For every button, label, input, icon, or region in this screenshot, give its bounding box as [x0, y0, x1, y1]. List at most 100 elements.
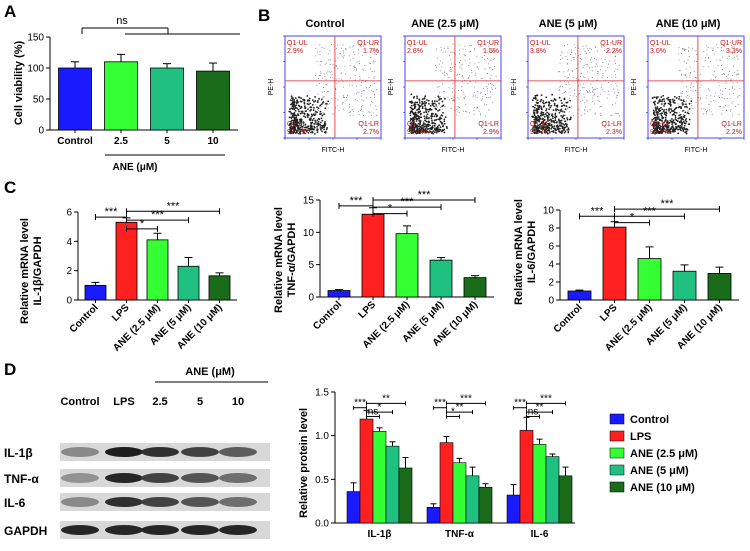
flow-y-axis-label: PE-H [388, 79, 395, 96]
y-tick-label: 4 [548, 260, 554, 271]
bar [567, 290, 592, 301]
blot-lane-label: 5 [197, 396, 203, 408]
blot-lane-label: 2.5 [152, 396, 167, 408]
legend-swatch [609, 481, 625, 493]
bar [672, 270, 697, 301]
cell-viability-chart: Cell viability (%) ANE (μM) ns 0 50 100 150… [13, 15, 240, 173]
svg-text:Q1-UR: Q1-UR [600, 40, 622, 47]
blot-band [181, 447, 219, 457]
y-tick-label: 100 [27, 64, 44, 75]
blot-row-label: TNF-α [4, 472, 39, 486]
bar [327, 290, 351, 298]
flow-y-axis-label: PE-H [511, 79, 518, 96]
blot-band [141, 497, 179, 507]
y-tick-label: 0.0 [315, 519, 329, 530]
sig-label: *** [354, 398, 366, 409]
x-tick-label: LPS [110, 302, 132, 324]
y-axis-label: Relative mRNA level [19, 218, 31, 324]
y-tick-label: 4 [66, 237, 72, 248]
blot-band [141, 473, 179, 483]
flow-plot-title: Control [305, 18, 345, 30]
bar [506, 494, 521, 524]
legend-label: LPS [630, 431, 651, 443]
bar [359, 418, 374, 524]
sig-label: *** [643, 205, 657, 217]
x-tick-label: 10 [207, 136, 219, 147]
y-axis-label: Relative mRNA level [273, 207, 285, 313]
flow-x-axis-label: FITC-H [565, 147, 588, 154]
bar [115, 221, 138, 301]
svg-text:Q1-LL: Q1-LL [407, 121, 427, 128]
sig-label: *** [401, 196, 415, 208]
x-tick-label: 5 [164, 136, 170, 147]
x-tick-label: Control [68, 302, 101, 335]
y-tick-label: 15 [303, 196, 315, 207]
x-tick-label: LPS [357, 299, 379, 321]
svg-text:Q1-LR: Q1-LR [601, 121, 622, 128]
svg-text:Q1-UL: Q1-UL [407, 40, 428, 47]
bar [58, 67, 92, 131]
quadrant-ul-value: 2.9% [287, 48, 303, 55]
blot-band [219, 497, 257, 507]
svg-text:Q1-LR: Q1-LR [478, 121, 499, 128]
il1b-mrna-chart: Relative mRNA level IL-1β/GAPDH 0 2 4 6 Cont… [19, 200, 237, 354]
quadrant-lr-value: 2.3% [606, 129, 622, 136]
svg-text:Q1-UL: Q1-UL [287, 40, 308, 47]
flow-y-axis-label: PE-H [268, 79, 275, 96]
protein-level-chart: Relative protein level 0.0 0.5 1.0 1.5 IL-1β… [298, 388, 698, 541]
flow-plot-title: ANE (10 μM) [655, 18, 721, 30]
y-axis-label: Relative mRNA level [513, 199, 525, 305]
il6-mrna-chart: Relative mRNA level IL-6/GAPDH 0 2 4 6 8 10 Co… [513, 198, 739, 354]
panel-label-a: A [4, 2, 17, 21]
sig-label: ** [536, 402, 544, 413]
blot-band [219, 447, 257, 457]
blot-lane-label: Control [60, 396, 99, 408]
legend-label: ANE (5 μM) [630, 465, 689, 477]
sig-label: *** [591, 205, 605, 217]
blot-band [105, 497, 143, 507]
bar [177, 265, 200, 301]
y-tick-label: 10 [543, 206, 555, 217]
bar [346, 491, 361, 524]
svg-text:Q1-UR: Q1-UR [477, 40, 499, 47]
sig-label: *** [434, 398, 446, 409]
sig-label: *** [350, 195, 364, 207]
y-tick-label: 1.0 [315, 431, 329, 442]
bar [558, 475, 573, 524]
svg-text:Q1-UR: Q1-UR [357, 40, 379, 47]
bar [398, 467, 413, 524]
svg-text:Q1-LR: Q1-LR [358, 121, 379, 128]
flow-plot-title: ANE (5 μM) [538, 18, 598, 30]
y-axis-label: Cell viability (%) [13, 40, 25, 125]
bar [463, 277, 487, 298]
bar [429, 259, 453, 298]
blot-band [219, 525, 257, 535]
flow-x-axis-label: FITC-H [685, 147, 708, 154]
y-tick-label: 6 [66, 208, 72, 219]
sig-label: * [388, 203, 393, 215]
bar [478, 486, 493, 524]
y-tick-label: 0 [38, 126, 44, 137]
sig-label: *** [418, 189, 432, 201]
y-tick-label: 0.5 [315, 475, 329, 486]
legend-label: ANE (2.5 μM) [630, 448, 698, 460]
panel-label-b: B [258, 6, 271, 25]
bar [532, 444, 547, 524]
blot-band [105, 473, 143, 483]
blot-band [61, 447, 99, 457]
y-tick-label: 2 [548, 278, 554, 289]
bar [361, 213, 385, 298]
legend-label: Control [630, 414, 669, 426]
flow-x-axis-label: FITC-H [442, 147, 465, 154]
quadrant-lr-value: 2.7% [363, 129, 379, 136]
svg-text:Q1-UL: Q1-UL [650, 40, 671, 47]
quadrant-ul-value: 2.8% [407, 48, 423, 55]
blot-band [141, 447, 179, 457]
bar [84, 284, 107, 301]
blot-band [181, 473, 219, 483]
bar [150, 67, 184, 131]
blot-band [61, 473, 99, 483]
